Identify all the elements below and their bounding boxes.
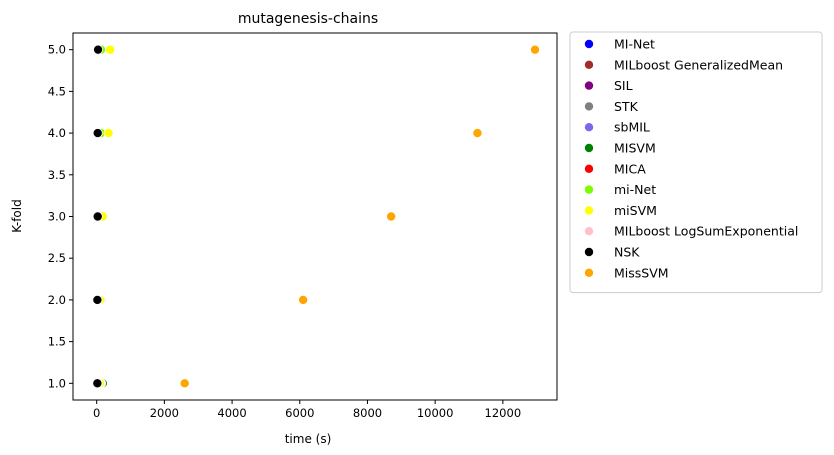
- data-point: [93, 44, 104, 55]
- legend-marker: [584, 226, 595, 237]
- legend-marker: [584, 267, 595, 278]
- x-axis-label: time (s): [285, 432, 332, 446]
- legend-label: MI-Net: [614, 37, 655, 52]
- data-point: [179, 378, 190, 389]
- plot-frame: [72, 32, 558, 401]
- y-tick-label: 1.0: [48, 376, 66, 390]
- chart-title: mutagenesis-chains: [238, 11, 378, 27]
- x-tick-label: 0: [93, 406, 100, 420]
- legend-label: miSVM: [614, 203, 657, 218]
- legend-label: MissSVM: [614, 265, 669, 280]
- legend-marker: [584, 163, 595, 174]
- legend-label: MISVM: [614, 141, 656, 156]
- data-point: [105, 44, 116, 55]
- legend-marker: [584, 122, 595, 133]
- y-tick-label: 3.0: [48, 210, 66, 224]
- legend-marker: [584, 59, 595, 70]
- x-tick-label: 6000: [285, 406, 314, 420]
- legend-label: MILboost GeneralizedMean: [614, 57, 783, 72]
- data-point: [386, 211, 397, 222]
- data-point: [92, 128, 103, 139]
- data-point: [298, 294, 309, 305]
- y-axis-label: K-fold: [10, 199, 24, 232]
- y-tick-label: 2.5: [48, 251, 66, 265]
- data-point: [530, 44, 541, 55]
- y-axis-label-group: K-fold: [10, 199, 24, 232]
- x-tick-label: 2000: [150, 406, 179, 420]
- legend-marker: [584, 80, 595, 91]
- x-tick-label: 8000: [353, 406, 382, 420]
- x-tick-label: 12000: [485, 406, 522, 420]
- y-tick-label: 2.0: [48, 293, 66, 307]
- legend-label: MILboost LogSumExponential: [614, 224, 798, 239]
- legend-marker: [584, 246, 595, 257]
- legend: MI-Net MILboost GeneralizedMean SIL STK sbMI…: [569, 31, 823, 294]
- data-point: [92, 211, 103, 222]
- x-tick-label: 10000: [417, 406, 454, 420]
- legend-marker: [584, 184, 595, 195]
- data-point: [92, 294, 103, 305]
- y-tick-label: 1.5: [48, 335, 66, 349]
- y-tick-label: 3.5: [48, 168, 66, 182]
- legend-label: NSK: [614, 245, 640, 260]
- data-point: [472, 128, 483, 139]
- legend-label: sbMIL: [614, 120, 650, 135]
- axes: 0 2000 4000 6000 8000 10000 12000 1.0 1.5 2.0 2.5 3…: [48, 43, 521, 420]
- y-tick-label: 4.0: [48, 126, 66, 140]
- y-tick-label: 5.0: [48, 43, 66, 57]
- legend-label: SIL: [614, 78, 633, 93]
- legend-label: MICA: [614, 161, 646, 176]
- legend-marker: [584, 101, 595, 112]
- legend-frame: [569, 31, 823, 294]
- data-point: [92, 378, 103, 389]
- legend-label: STK: [614, 99, 639, 114]
- legend-marker: [584, 142, 595, 153]
- plot-points: [92, 44, 541, 389]
- data-point: [103, 128, 114, 139]
- x-tick-label: 4000: [217, 406, 246, 420]
- legend-marker: [584, 39, 595, 50]
- legend-marker: [584, 205, 595, 216]
- legend-label: mi-Net: [614, 182, 656, 197]
- y-tick-label: 4.5: [48, 84, 66, 98]
